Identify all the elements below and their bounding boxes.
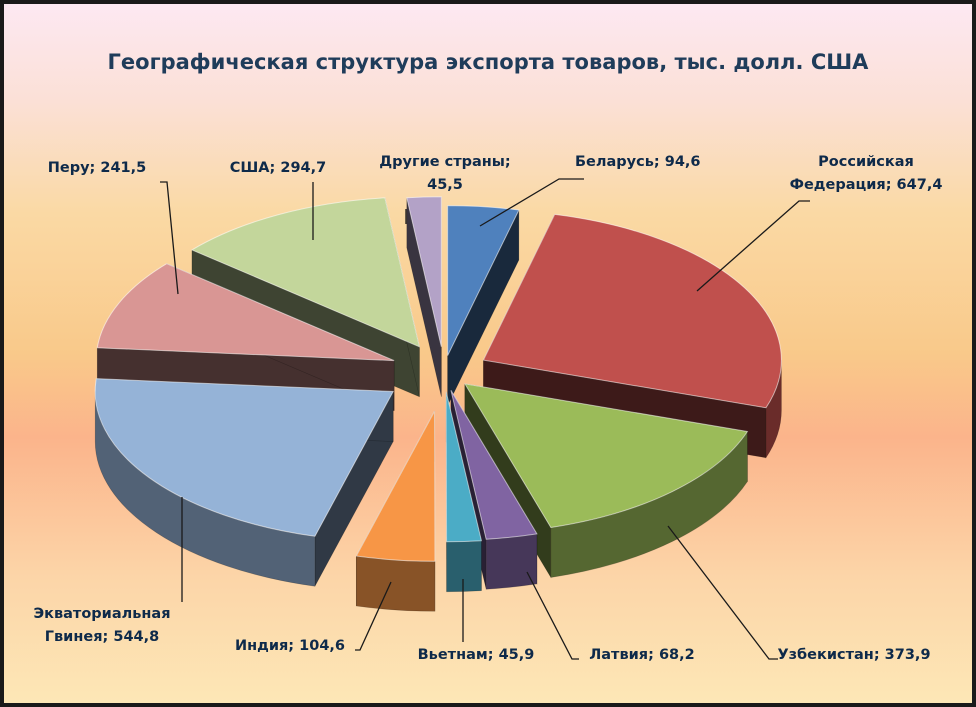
slice-top bbox=[445, 391, 483, 543]
slice-top bbox=[463, 383, 749, 529]
leader-line bbox=[526, 571, 579, 660]
slice-outer-wall bbox=[446, 540, 482, 593]
slice-label: Беларусь; 94,6 bbox=[575, 154, 701, 170]
slice-label: Вьетнам; 45,9 bbox=[418, 647, 535, 663]
slice-top bbox=[447, 205, 520, 356]
slice-top bbox=[450, 390, 538, 540]
slice-label: Индия; 104,6 bbox=[235, 638, 345, 654]
pie-slice-7 bbox=[94, 378, 394, 587]
leader-line bbox=[160, 181, 179, 295]
leader-line bbox=[696, 200, 810, 292]
slice-outer-wall bbox=[355, 555, 436, 612]
pie-chart: Беларусь; 94,6 Российская Федерация; 647,4… bbox=[33, 154, 943, 663]
pie-slice-5 bbox=[445, 391, 483, 593]
leader-line bbox=[479, 178, 584, 227]
slice-top bbox=[96, 263, 395, 362]
slice-label: Российская Федерация; 647,4 bbox=[790, 154, 943, 193]
slice-label: Другие страны; 45,5 bbox=[379, 154, 510, 193]
slice-top bbox=[406, 196, 442, 347]
slice-label: США; 294,7 bbox=[230, 160, 327, 176]
slice-label: Перу; 241,5 bbox=[48, 160, 147, 176]
pie-slice-3 bbox=[463, 382, 749, 579]
pie-slice-10 bbox=[406, 196, 442, 397]
slice-outer-wall bbox=[485, 533, 538, 590]
slice-label: Латвия; 68,2 bbox=[589, 647, 695, 663]
slice-label: Экваториальная Гвинея; 544,8 bbox=[33, 606, 170, 645]
pie-slice-1 bbox=[447, 205, 520, 406]
slice-top bbox=[94, 378, 394, 537]
slice-top bbox=[482, 213, 782, 409]
slice-top bbox=[190, 197, 421, 348]
leader-line bbox=[355, 581, 392, 651]
chart-title: Географическая структура экспорта товаро… bbox=[107, 50, 869, 74]
pie-slice-6 bbox=[355, 411, 436, 612]
slice-label: Узбекистан; 373,9 bbox=[777, 647, 930, 663]
leader-line bbox=[667, 525, 778, 660]
slice-top bbox=[355, 411, 436, 562]
